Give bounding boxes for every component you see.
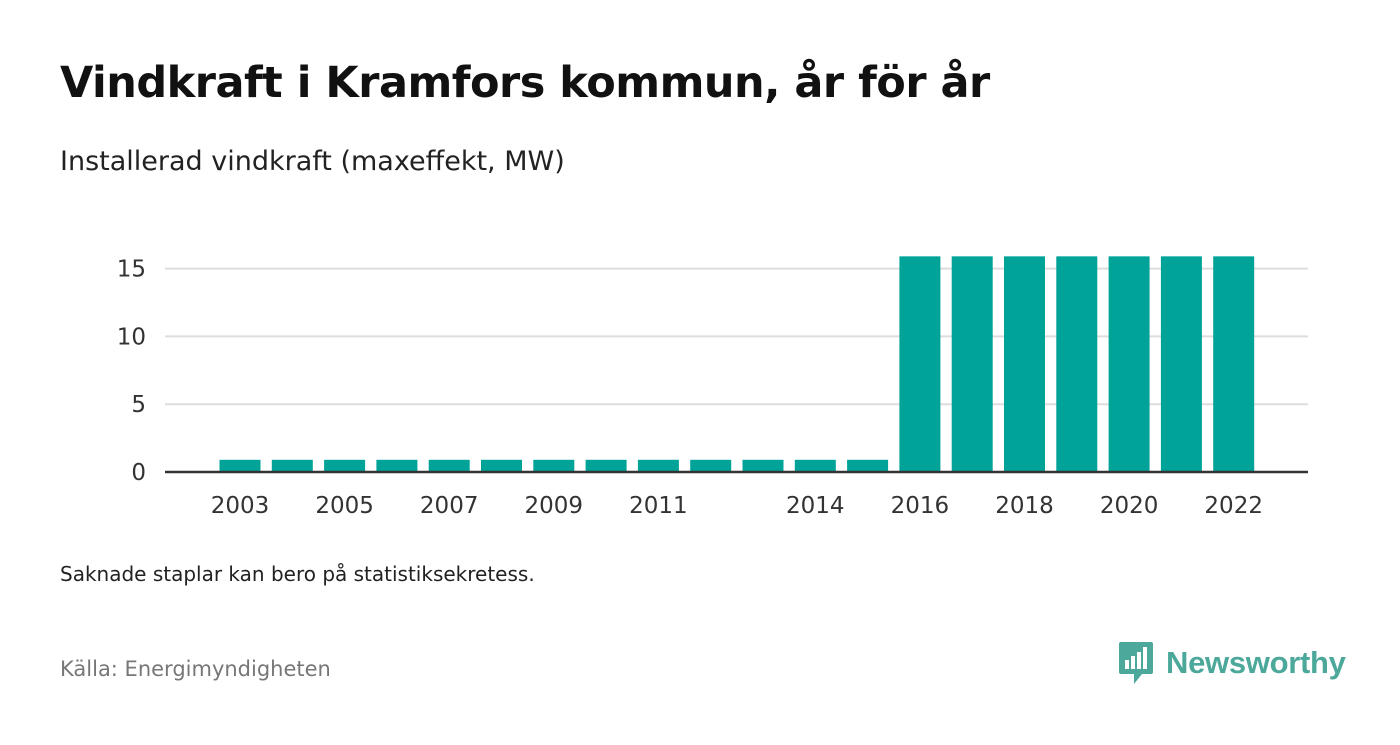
y-tick-label: 0: [131, 460, 146, 486]
bar-2003: [219, 459, 261, 472]
y-tick-label: 15: [117, 257, 146, 283]
x-tick-label: 2016: [891, 493, 950, 519]
bar-2005: [324, 459, 366, 472]
bar-2015: [847, 459, 889, 472]
bar-2014: [794, 459, 836, 472]
x-tick-label: 2009: [525, 493, 584, 519]
x-tick-label: 2022: [1204, 493, 1263, 519]
x-tick-label: 2007: [420, 493, 479, 519]
x-tick-label: 2014: [786, 493, 845, 519]
bar-2020: [1108, 256, 1150, 472]
bar-2021: [1160, 256, 1202, 472]
bar-2017: [951, 256, 993, 472]
bar-2004: [271, 459, 313, 472]
bar-2022: [1213, 256, 1255, 472]
bar-2013: [742, 459, 784, 472]
bar-2010: [585, 459, 627, 472]
brand-name: Newsworthy: [1166, 645, 1346, 680]
bar-2012: [690, 459, 732, 472]
footnote: Saknade staplar kan bero på statistiksek…: [60, 562, 535, 586]
x-tick-label: 2003: [211, 493, 270, 519]
bar-2011: [637, 459, 679, 472]
brand-logo: Newsworthy: [1118, 641, 1346, 685]
x-tick-label: 2020: [1100, 493, 1159, 519]
y-tick-label: 10: [117, 324, 146, 350]
y-tick-label: 5: [131, 392, 146, 418]
x-tick-label: 2018: [995, 493, 1054, 519]
bars: [219, 256, 1255, 472]
bar-2018: [1004, 256, 1045, 472]
source-label: Källa: Energimyndigheten: [60, 657, 331, 681]
chart-title: Vindkraft i Kramfors kommun, år för år: [60, 58, 990, 108]
bar-2008: [481, 459, 522, 472]
x-tick-label: 2011: [629, 493, 688, 519]
bar-2006: [376, 459, 418, 472]
bar-2016: [899, 256, 941, 472]
x-tick-label: 2005: [315, 493, 374, 519]
chart-subtitle: Installerad vindkraft (maxeffekt, MW): [60, 146, 565, 177]
axes: 0 5 10 15 2003 2005 2007 2009 2011 2014 2016 2018 20…: [117, 257, 1308, 519]
newsworthy-logo-icon: [1119, 642, 1153, 684]
bar-2007: [428, 459, 470, 472]
bar-2019: [1056, 256, 1098, 472]
bar-2009: [533, 459, 575, 472]
